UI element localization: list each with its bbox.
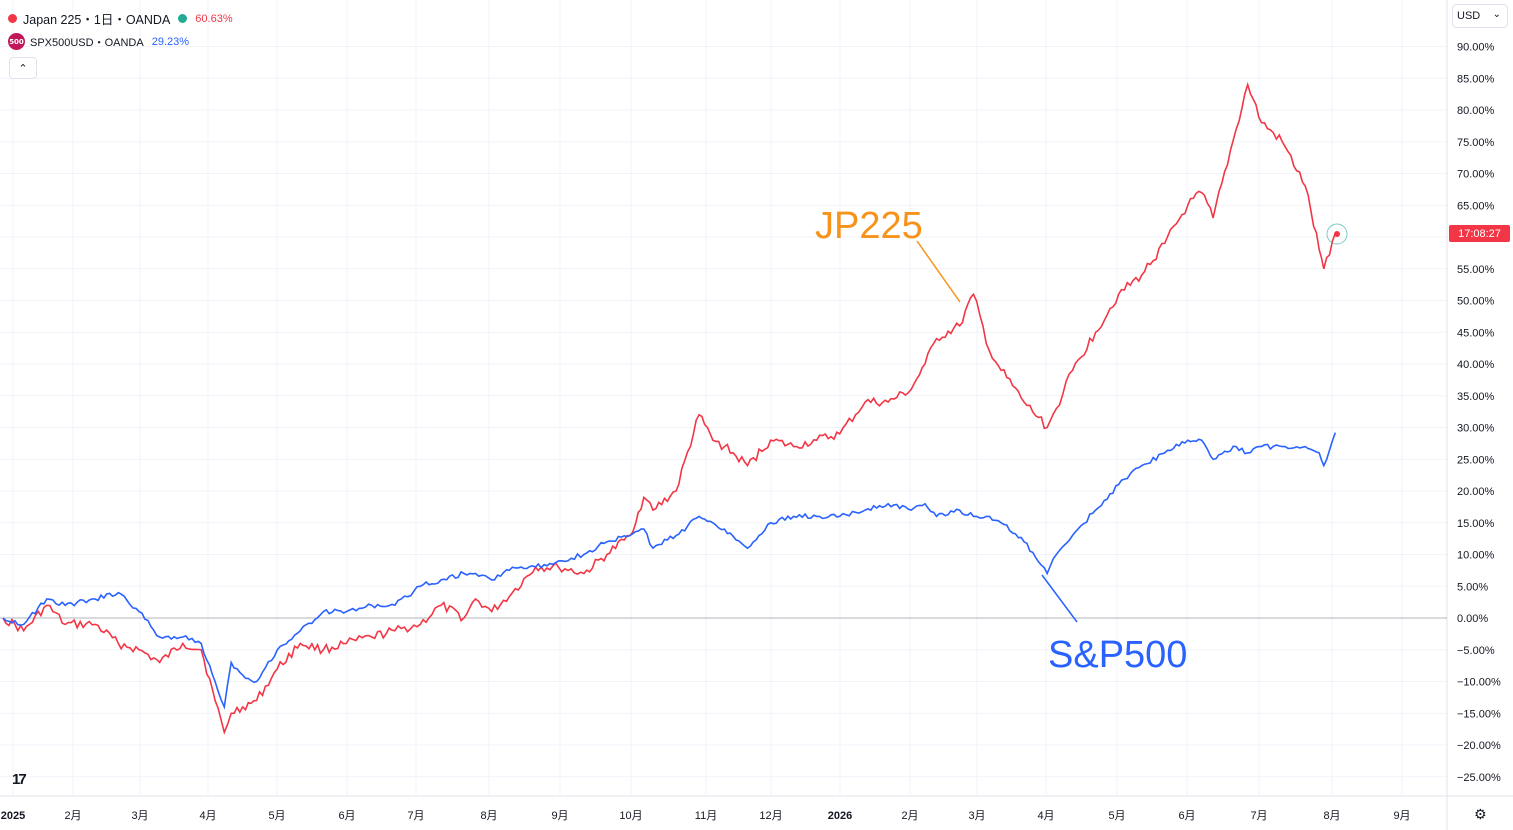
x-tick-label: 7月	[1250, 810, 1267, 822]
y-tick-label: 75.00%	[1457, 137, 1495, 149]
x-tick-label: 2025	[1, 810, 25, 822]
currency-value: USD	[1457, 10, 1481, 22]
y-tick-label: 0.00%	[1457, 613, 1488, 625]
x-tick-label: 2月	[901, 810, 918, 822]
last-price-dot	[1334, 231, 1340, 237]
x-tick-label: 11月	[695, 810, 717, 822]
series-color-dot	[8, 14, 17, 23]
last-price-time-label: 17:08:27	[1449, 225, 1510, 242]
y-tick-label: 70.00%	[1457, 169, 1495, 181]
chevron-up-icon: ⌃	[18, 62, 28, 75]
x-tick-label: 6月	[1178, 810, 1195, 822]
y-tick-label: −15.00%	[1457, 708, 1501, 720]
legend-series-name: SPX500USD・OANDA	[30, 36, 144, 49]
jp-annotation-leader	[916, 240, 961, 303]
japan225-series-line	[2, 81, 1337, 735]
x-tick-label: 4月	[199, 810, 216, 822]
y-tick-label: −20.00%	[1457, 740, 1501, 752]
y-tick-label: 55.00%	[1457, 264, 1495, 276]
legend-series-value: 60.63%	[195, 12, 233, 25]
y-tick-label: 65.00%	[1457, 200, 1495, 212]
tradingview-logo-icon[interactable]: 17	[12, 771, 27, 788]
legend-series-name: Japan 225・1日・OANDA	[23, 13, 171, 27]
y-tick-label: 80.00%	[1457, 105, 1495, 117]
spx-symbol-icon: 500	[8, 33, 25, 50]
y-tick-label: 85.00%	[1457, 73, 1495, 85]
x-tick-label: 10月	[619, 810, 642, 822]
legend-row-spx500[interactable]: 500 SPX500USD・OANDA 29.23%	[8, 33, 189, 50]
x-tick-label: 8月	[480, 810, 497, 822]
sp-annotation-leader	[1041, 574, 1078, 623]
y-tick-label: 50.00%	[1457, 296, 1495, 308]
x-tick-label: 9月	[1393, 810, 1410, 822]
y-tick-label: 35.00%	[1457, 391, 1495, 403]
x-tick-label: 5月	[268, 810, 285, 822]
y-tick-label: 5.00%	[1457, 581, 1488, 593]
legend-row-japan225[interactable]: Japan 225・1日・OANDA 60.63%	[8, 9, 233, 28]
gear-icon[interactable]: ⚙	[1474, 806, 1487, 822]
y-tick-label: 25.00%	[1457, 454, 1495, 466]
y-tick-label: −5.00%	[1457, 645, 1495, 657]
x-tick-label: 5月	[1108, 810, 1125, 822]
legend-series-value: 29.23%	[151, 35, 190, 48]
sp-annotation-label: S&P500	[1048, 634, 1187, 676]
y-tick-label: 90.00%	[1457, 42, 1495, 54]
x-tick-label: 3月	[131, 810, 148, 822]
x-tick-label: 4月	[1037, 810, 1054, 822]
y-tick-label: 20.00%	[1457, 486, 1495, 498]
chevron-down-icon: ⌄	[1492, 9, 1501, 20]
x-axis: 2025 2月 3月 4月 5月 6月 7月 8月 9月 10月 11月 12月 2026 2月 3月 4月 5…	[1, 810, 1411, 822]
y-tick-label: 15.00%	[1457, 518, 1495, 530]
currency-select[interactable]: USD ⌄	[1452, 4, 1508, 28]
x-tick-label: 9月	[551, 810, 568, 822]
collapse-legend-button[interactable]: ⌃	[9, 57, 37, 79]
y-tick-label: −25.00%	[1457, 772, 1501, 784]
x-tick-label: 7月	[407, 810, 424, 822]
last-price-ring	[1326, 223, 1348, 245]
x-tick-label: 2月	[64, 810, 81, 822]
y-tick-label: 45.00%	[1457, 327, 1495, 339]
y-tick-label: 30.00%	[1457, 423, 1495, 435]
y-tick-label: 10.00%	[1457, 550, 1495, 562]
market-status-dot	[178, 14, 188, 23]
y-axis: 90.00%85.00%80.00%75.00%70.00%65.00%60.0…	[1457, 42, 1501, 784]
y-tick-label: −10.00%	[1457, 677, 1501, 689]
x-tick-label: 3月	[968, 810, 985, 822]
x-tick-label: 8月	[1323, 810, 1340, 822]
x-tick-label: 12月	[759, 810, 782, 822]
x-tick-label: 6月	[338, 810, 355, 822]
spx500-series-line	[2, 432, 1337, 710]
y-tick-label: 40.00%	[1457, 359, 1495, 371]
x-tick-label: 2026	[828, 810, 852, 822]
jp-annotation-label: JP225	[815, 205, 923, 247]
